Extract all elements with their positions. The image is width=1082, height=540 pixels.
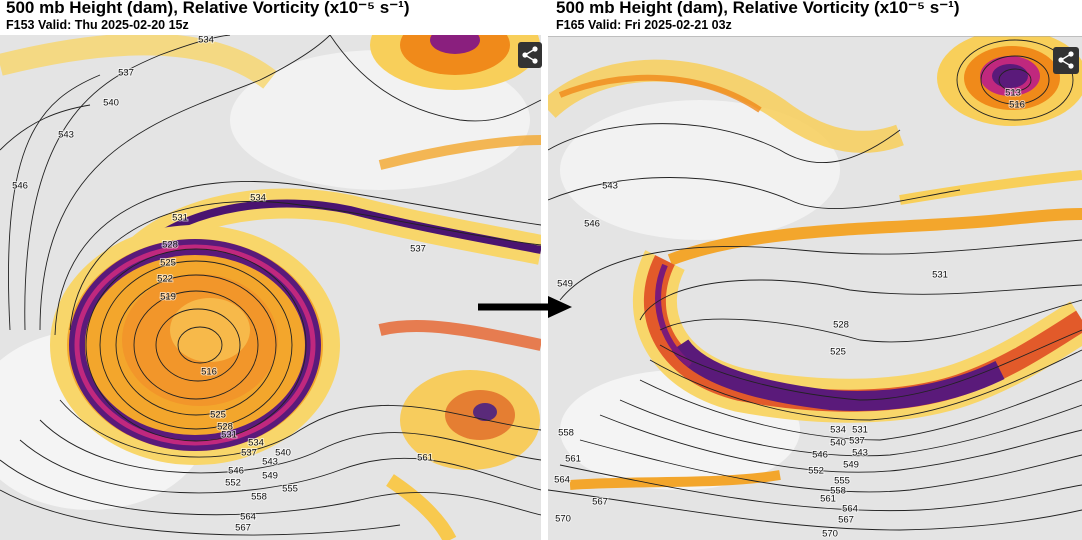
- contour-label: 558: [251, 492, 267, 503]
- contour-label: 558: [558, 428, 574, 439]
- contour-label: 531: [852, 425, 868, 436]
- contour-label: 540: [103, 98, 119, 109]
- contour-label: 546: [584, 219, 600, 230]
- contour-label: 528: [833, 320, 849, 331]
- contour-label: 534: [830, 425, 846, 436]
- contour-label: 531: [932, 270, 948, 281]
- contour-label: 534: [250, 193, 266, 204]
- contour-label: 558: [830, 486, 846, 497]
- contour-label: 525: [160, 258, 176, 269]
- arrow: [478, 296, 572, 318]
- contour-label: 537: [849, 436, 865, 447]
- contour-labels: 5345375405435465345315285255225195375165…: [11, 34, 1026, 540]
- contour-label: 534: [198, 35, 214, 46]
- contour-label: 528: [162, 240, 178, 251]
- contour-label: 567: [592, 497, 608, 508]
- contour-label: 534: [248, 438, 264, 449]
- contour-label: 549: [557, 279, 573, 290]
- contour-label: 537: [410, 244, 426, 255]
- share-button[interactable]: [518, 42, 542, 68]
- share-button[interactable]: [1053, 47, 1079, 74]
- contour-label: 543: [262, 457, 278, 468]
- contour-label: 564: [842, 504, 858, 515]
- contour-label: 513: [1005, 88, 1021, 99]
- contour-label: 543: [852, 448, 868, 459]
- contour-label: 561: [820, 494, 836, 505]
- panel-subtitle: F153 Valid: Thu 2025-02-20 15z: [6, 18, 189, 32]
- contour-label: 549: [843, 460, 859, 471]
- contour-label: 567: [838, 515, 854, 526]
- contour-label: 567: [235, 523, 251, 534]
- contour-label: 516: [1009, 100, 1025, 111]
- contour-label: 525: [830, 347, 846, 358]
- contour-label: 540: [275, 448, 291, 459]
- contour-label: 570: [555, 514, 571, 525]
- contour-label: 528: [217, 422, 233, 433]
- contour-label: 516: [201, 367, 217, 378]
- contour-label: 570: [822, 529, 838, 540]
- contour-label: 561: [417, 453, 433, 464]
- contour-label: 561: [565, 454, 581, 465]
- contour-label: 543: [58, 130, 74, 141]
- contour-label: 531: [172, 213, 188, 224]
- panel-subtitle: F165 Valid: Fri 2025-02-21 03z: [556, 18, 732, 32]
- contour-label: 564: [240, 512, 256, 523]
- contour-label: 555: [282, 484, 298, 495]
- contour-label: 543: [602, 181, 618, 192]
- left-map: [0, 35, 541, 540]
- contour-label: 537: [241, 448, 257, 459]
- contour-label: 549: [262, 471, 278, 482]
- contour-label: 552: [225, 478, 241, 489]
- contour-label: 546: [228, 466, 244, 477]
- contour-label: 546: [812, 450, 828, 461]
- contour-label: 531: [221, 430, 237, 441]
- contour-label: 522: [157, 274, 173, 285]
- contour-label: 537: [118, 68, 134, 79]
- contour-label: 525: [210, 410, 226, 421]
- contour-label: 552: [808, 466, 824, 477]
- panel-title: 500 mb Height (dam), Relative Vorticity …: [6, 0, 410, 17]
- right-map: [548, 36, 1082, 540]
- contour-label: 519: [160, 292, 176, 303]
- contour-label: 564: [554, 475, 570, 486]
- contour-label: 555: [834, 476, 850, 487]
- contour-label: 546: [12, 181, 28, 192]
- contour-label: 540: [830, 438, 846, 449]
- panel-title: 500 mb Height (dam), Relative Vorticity …: [556, 0, 960, 17]
